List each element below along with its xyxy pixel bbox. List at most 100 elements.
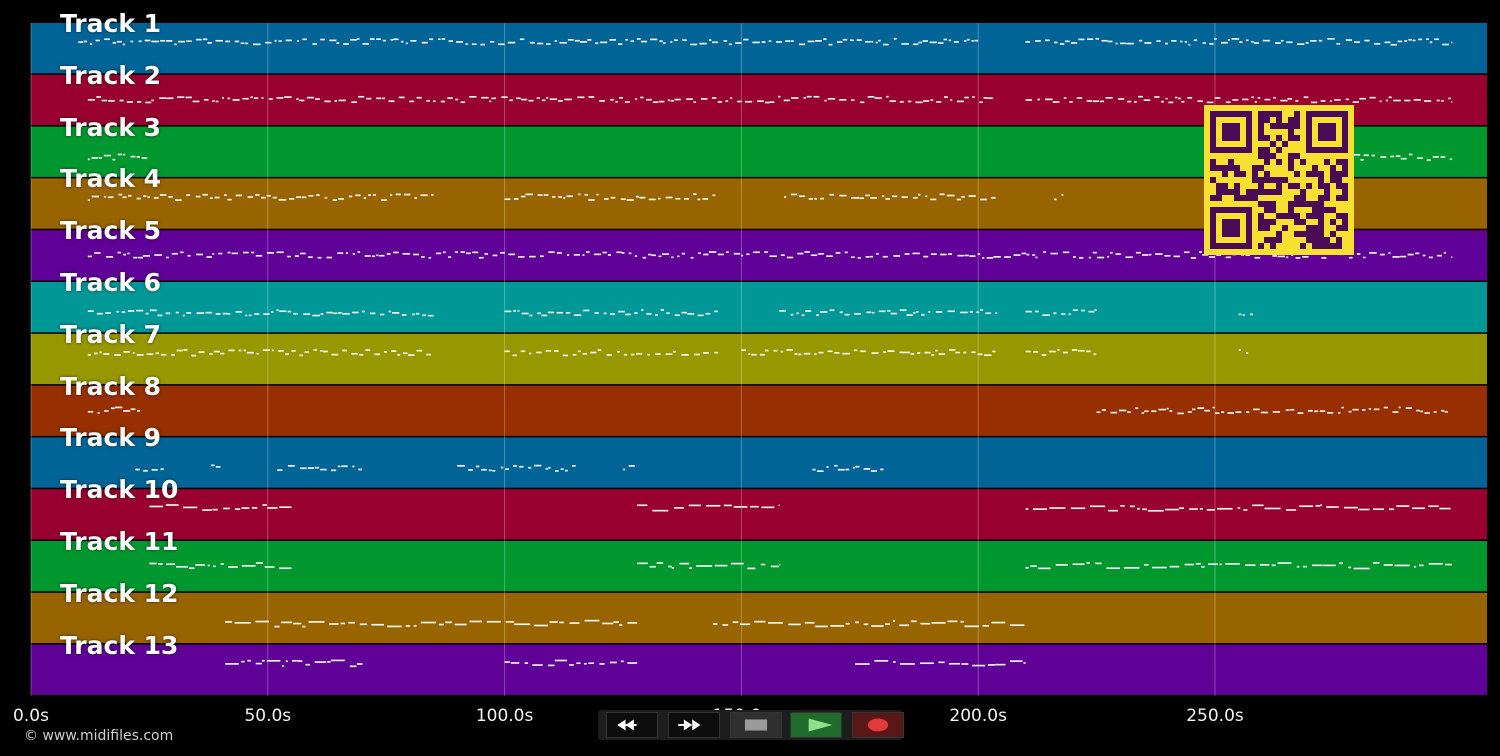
qr-module bbox=[1252, 189, 1258, 195]
note-mark bbox=[609, 661, 617, 664]
note-mark bbox=[874, 660, 889, 662]
note-mark bbox=[603, 312, 607, 315]
note-mark bbox=[845, 622, 850, 625]
note-mark bbox=[889, 100, 896, 102]
note-mark bbox=[956, 198, 962, 201]
note-mark bbox=[875, 41, 878, 44]
time-tick-label: 250.0s bbox=[1186, 706, 1244, 726]
note-mark bbox=[647, 353, 650, 356]
note-mark bbox=[842, 352, 850, 355]
qr-module bbox=[1276, 123, 1282, 129]
record-button[interactable] bbox=[852, 712, 904, 738]
note-mark bbox=[1202, 42, 1206, 44]
note-mark bbox=[1440, 156, 1444, 158]
note-mark bbox=[320, 468, 327, 471]
note-mark bbox=[768, 622, 783, 624]
note-mark bbox=[362, 43, 370, 45]
note-mark bbox=[241, 660, 245, 663]
qr-module bbox=[1222, 171, 1228, 177]
note-mark bbox=[928, 311, 931, 313]
note-mark bbox=[1178, 97, 1182, 100]
note-mark bbox=[519, 38, 525, 41]
note-mark bbox=[693, 193, 697, 196]
note-mark bbox=[807, 40, 815, 43]
note-mark bbox=[413, 625, 417, 627]
note-mark bbox=[103, 353, 110, 355]
note-mark bbox=[1449, 158, 1452, 161]
note-mark bbox=[1249, 313, 1253, 316]
fast-forward-button[interactable] bbox=[668, 712, 720, 738]
rewind-button[interactable] bbox=[606, 712, 658, 738]
qr-module bbox=[1216, 189, 1222, 195]
note-mark bbox=[287, 465, 295, 467]
note-mark bbox=[1169, 410, 1173, 412]
note-mark bbox=[1048, 350, 1056, 353]
note-mark bbox=[966, 38, 970, 41]
note-mark bbox=[725, 100, 729, 102]
note-mark bbox=[460, 251, 465, 253]
note-mark bbox=[296, 98, 299, 100]
note-mark bbox=[539, 255, 544, 258]
qr-module bbox=[1234, 165, 1240, 171]
note-mark bbox=[1049, 507, 1066, 509]
note-mark bbox=[865, 194, 870, 197]
note-mark bbox=[925, 195, 928, 198]
record-icon bbox=[867, 718, 889, 732]
note-mark bbox=[146, 353, 154, 356]
note-mark bbox=[790, 40, 794, 42]
note-mark bbox=[510, 662, 520, 664]
note-mark bbox=[1400, 255, 1407, 258]
note-mark bbox=[1257, 97, 1261, 99]
qr-module bbox=[1312, 165, 1318, 171]
note-mark bbox=[961, 663, 969, 665]
stop-button[interactable] bbox=[730, 712, 782, 738]
note-mark bbox=[1184, 563, 1194, 566]
note-mark bbox=[159, 194, 167, 196]
note-mark bbox=[1139, 39, 1143, 42]
note-mark bbox=[673, 39, 678, 41]
qr-module bbox=[1312, 171, 1318, 177]
qr-module bbox=[1282, 225, 1288, 231]
note-mark bbox=[1180, 40, 1183, 43]
note-mark bbox=[206, 256, 212, 258]
note-mark bbox=[1009, 624, 1025, 626]
qr-module bbox=[1306, 231, 1312, 237]
note-mark bbox=[1420, 410, 1424, 413]
note-mark bbox=[1272, 411, 1281, 413]
note-mark bbox=[1137, 507, 1141, 510]
play-button[interactable] bbox=[790, 712, 842, 738]
note-mark bbox=[227, 97, 231, 100]
note-mark bbox=[393, 251, 399, 254]
note-mark bbox=[315, 98, 320, 100]
note-mark bbox=[261, 196, 266, 199]
note-mark bbox=[1129, 505, 1135, 508]
note-mark bbox=[1436, 99, 1440, 102]
note-mark bbox=[525, 193, 533, 196]
note-mark bbox=[971, 351, 976, 354]
note-mark bbox=[484, 253, 489, 255]
note-mark bbox=[733, 252, 741, 255]
note-mark bbox=[1428, 256, 1433, 259]
note-mark bbox=[752, 41, 760, 44]
note-mark bbox=[212, 100, 215, 102]
note-mark bbox=[83, 40, 87, 43]
note-mark bbox=[87, 158, 90, 161]
note-mark bbox=[1408, 38, 1412, 41]
qr-module bbox=[1330, 165, 1336, 171]
note-mark bbox=[384, 351, 388, 353]
qr-module bbox=[1264, 207, 1270, 213]
qr-module bbox=[1264, 171, 1270, 177]
note-mark bbox=[670, 41, 673, 43]
qr-module bbox=[1330, 243, 1336, 249]
note-mark bbox=[227, 198, 232, 201]
note-mark bbox=[976, 311, 980, 314]
note-mark bbox=[827, 350, 833, 353]
note-mark bbox=[665, 353, 673, 355]
note-mark bbox=[835, 252, 841, 254]
note-mark bbox=[501, 96, 508, 98]
qr-module bbox=[1270, 111, 1276, 117]
note-mark bbox=[161, 353, 167, 356]
qr-module bbox=[1276, 177, 1282, 183]
note-mark bbox=[1419, 564, 1424, 567]
note-mark bbox=[936, 101, 942, 103]
